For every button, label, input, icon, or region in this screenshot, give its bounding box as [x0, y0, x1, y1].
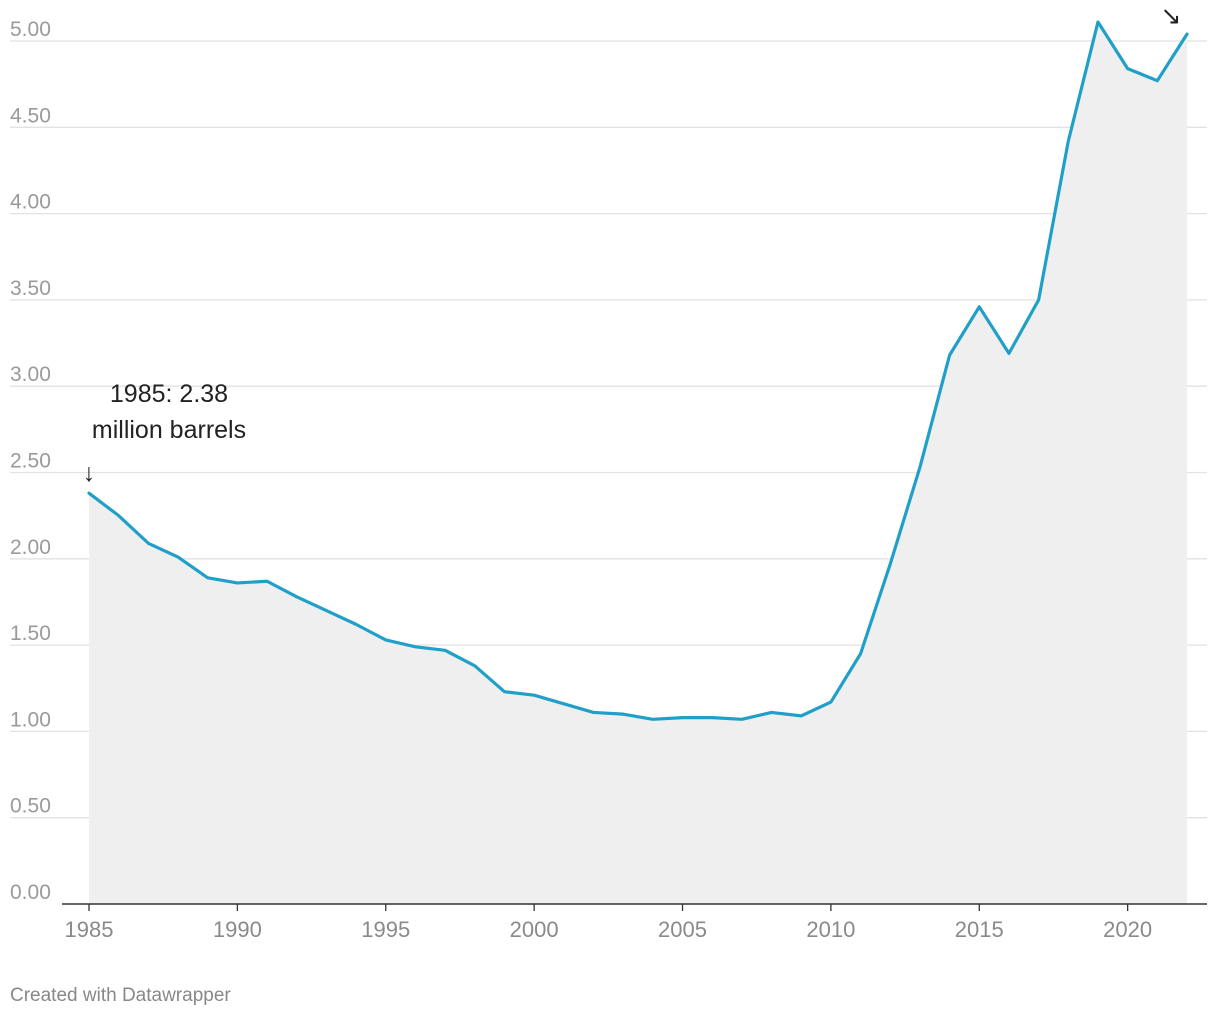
y-tick-label: 4.00 [10, 191, 51, 214]
y-tick-label: 1.50 [10, 622, 51, 645]
annotation-arrow: ↘ [1161, 2, 1182, 30]
area-fill [89, 22, 1187, 905]
y-tick-label: 5.00 [10, 18, 51, 41]
y-tick-label: 1.00 [10, 708, 51, 731]
x-tick-label: 1985 [65, 917, 114, 942]
x-tick-label: 2010 [806, 917, 855, 942]
x-tick-label: 2005 [658, 917, 707, 942]
x-tick-label: 2000 [510, 917, 559, 942]
y-tick-label: 0.00 [10, 881, 51, 904]
data-line [87, 20, 1189, 721]
y-tick-label: 3.00 [10, 363, 51, 386]
y-tick-label: 2.00 [10, 536, 51, 559]
y-tick-label: 2.50 [10, 450, 51, 473]
y-tick-label: 4.50 [10, 104, 51, 127]
series-line [87, 20, 1189, 721]
credit-text: Created with Datawrapper [10, 985, 231, 1006]
area-fill-shape [89, 22, 1187, 905]
y-tick-label: 3.50 [10, 277, 51, 300]
x-tick-label: 2015 [955, 917, 1004, 942]
annotations: 1985: 2.38 million barrels ↓ ↘ [83, 2, 1182, 487]
annotation-label: million barrels [92, 416, 246, 444]
x-tick-label: 1990 [213, 917, 262, 942]
y-tick-label: 0.50 [10, 795, 51, 818]
x-tick-label: 1995 [361, 917, 410, 942]
annotation-arrow: ↓ [83, 459, 96, 487]
x-axis: 1985 1990 1995 2000 2005 2010 2015 2020 [62, 903, 1207, 942]
line-chart: 0.00 0.50 1.00 1.50 2.00 2.50 3.00 3.50 4.00 4.50… [10, 2, 1207, 942]
y-axis-ticks: 0.00 0.50 1.00 1.50 2.00 2.50 3.00 3.50 4.00 4.50… [10, 18, 51, 904]
annotation-label: 1985: 2.38 [110, 380, 228, 408]
x-tick-label: 2020 [1103, 917, 1152, 942]
